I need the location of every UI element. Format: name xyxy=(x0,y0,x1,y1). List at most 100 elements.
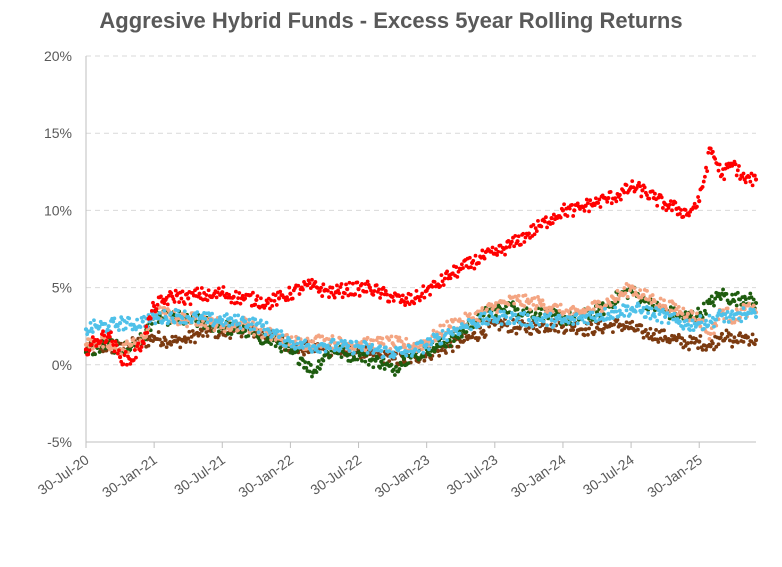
data-point-interp xyxy=(733,162,738,167)
data-point xyxy=(481,328,486,333)
data-point-interp xyxy=(97,350,102,354)
data-point-interp xyxy=(624,308,629,313)
data-point-interp xyxy=(93,352,97,357)
data-point-interp xyxy=(710,341,715,346)
data-point xyxy=(583,203,588,208)
data-point-interp xyxy=(741,171,746,176)
data-point-interp xyxy=(228,336,233,341)
data-point-interp xyxy=(582,320,587,325)
data-point-interp xyxy=(670,208,674,213)
data-point-interp xyxy=(302,352,306,357)
data-point-interp xyxy=(387,299,392,304)
data-point-interp xyxy=(323,349,328,354)
data-point xyxy=(640,188,645,193)
data-point-interp xyxy=(372,289,377,293)
data-point-interp xyxy=(422,295,427,300)
data-point-interp xyxy=(734,173,739,178)
data-point-interp xyxy=(180,316,185,321)
data-point-interp xyxy=(104,339,109,343)
data-point-interp xyxy=(216,286,221,291)
data-point-interp xyxy=(696,346,700,351)
data-point-interp xyxy=(698,334,703,338)
data-point-interp xyxy=(739,319,744,324)
data-point-interp xyxy=(748,307,753,312)
data-point-interp xyxy=(643,315,648,319)
data-point-interp xyxy=(679,208,683,212)
data-point-interp xyxy=(445,338,450,343)
data-point-interp xyxy=(735,340,740,345)
data-point-interp xyxy=(268,306,272,311)
data-point-interp xyxy=(551,323,556,328)
data-point-interp xyxy=(608,303,613,308)
data-point xyxy=(401,356,407,361)
data-point-interp xyxy=(188,302,193,307)
data-point-interp xyxy=(111,343,116,347)
data-point-interp xyxy=(630,305,635,310)
data-point-interp xyxy=(717,308,722,313)
data-point-interp xyxy=(734,303,739,308)
data-point-interp xyxy=(603,306,607,311)
data-point xyxy=(594,304,600,309)
data-point-interp xyxy=(373,358,378,363)
data-point-interp xyxy=(124,339,129,344)
data-point-interp xyxy=(587,326,591,331)
data-point xyxy=(379,359,384,364)
data-point-interp xyxy=(682,338,687,343)
data-point-interp xyxy=(645,288,649,293)
data-point-interp xyxy=(227,292,231,297)
data-point-interp xyxy=(338,346,343,351)
data-point-interp xyxy=(146,343,151,348)
data-point-interp xyxy=(340,295,345,300)
data-point-interp xyxy=(450,332,455,337)
data-point-interp xyxy=(151,312,155,317)
data-point-interp xyxy=(680,336,685,341)
data-point-interp xyxy=(291,342,296,347)
data-point-interp xyxy=(329,290,334,295)
data-point-interp xyxy=(746,335,750,340)
data-point-interp xyxy=(665,311,670,316)
data-point-interp xyxy=(673,200,678,205)
data-point xyxy=(572,317,577,323)
data-point-interp xyxy=(355,357,360,362)
data-point xyxy=(719,172,725,177)
data-point-interp xyxy=(710,300,715,304)
data-point-interp xyxy=(437,335,442,340)
data-point-interp xyxy=(533,311,538,315)
data-point-interp xyxy=(483,333,488,338)
data-point xyxy=(663,314,668,320)
data-point-interp xyxy=(389,362,394,367)
data-point-interp xyxy=(205,326,210,331)
data-point-interp xyxy=(233,319,238,323)
data-point xyxy=(197,291,202,296)
data-point-interp xyxy=(659,195,664,200)
data-point-interp xyxy=(406,361,411,366)
data-point-interp xyxy=(190,317,195,321)
data-point-interp xyxy=(248,327,253,332)
data-point-interp xyxy=(204,293,209,297)
data-point-interp xyxy=(455,327,460,331)
data-point-interp xyxy=(499,322,504,327)
data-point-interp xyxy=(218,315,222,320)
data-point-interp xyxy=(441,323,446,328)
data-point xyxy=(424,342,429,347)
data-point-interp xyxy=(660,338,665,343)
data-point-interp xyxy=(542,219,547,224)
data-point-interp xyxy=(638,184,643,189)
data-point-interp xyxy=(236,296,241,301)
data-point xyxy=(197,331,202,337)
data-point-interp xyxy=(128,361,133,366)
data-point-interp xyxy=(113,346,118,350)
data-point-interp xyxy=(270,333,275,338)
data-point-interp xyxy=(690,310,695,315)
data-point-interp xyxy=(171,297,176,301)
data-point-interp xyxy=(131,358,136,362)
data-point-interp xyxy=(709,294,714,299)
data-point-interp xyxy=(540,315,545,320)
data-point-interp xyxy=(523,293,528,298)
data-point-interp xyxy=(132,348,137,352)
data-point-interp xyxy=(521,231,526,236)
data-point-interp xyxy=(608,189,613,194)
data-point xyxy=(708,331,713,337)
data-point-interp xyxy=(541,319,546,324)
data-point-interp xyxy=(189,320,194,325)
